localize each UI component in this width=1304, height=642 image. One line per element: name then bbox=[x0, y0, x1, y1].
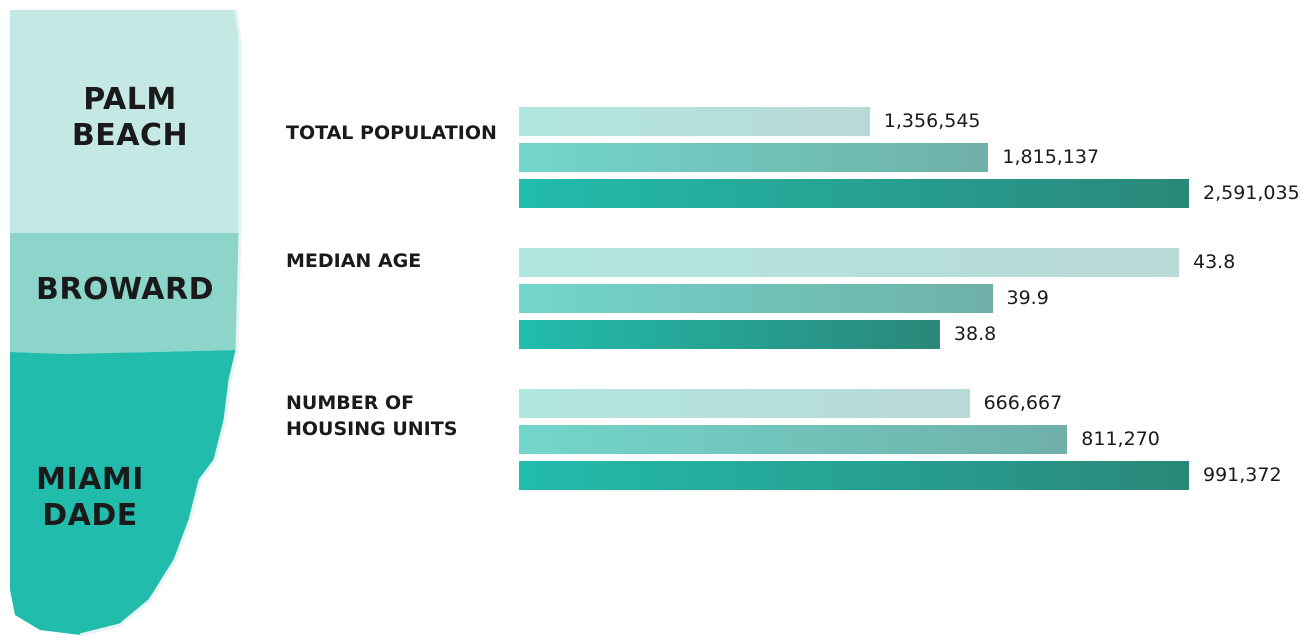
bar-value-label: 1,815,137 bbox=[1002, 146, 1100, 168]
miami-dade-county bbox=[10, 350, 237, 635]
bar-value-label: 2,591,035 bbox=[1203, 182, 1300, 204]
bar-value-label: 811,270 bbox=[1081, 428, 1160, 450]
county-label-broward: BROWARD bbox=[20, 272, 230, 308]
bar bbox=[519, 320, 940, 349]
county-label-line: BEACH bbox=[71, 118, 189, 153]
group-label-line: TOTAL POPULATION bbox=[286, 122, 497, 144]
county-label-line: BROWARD bbox=[36, 272, 214, 307]
county-label-line: PALM bbox=[83, 82, 177, 117]
palm-beach-county bbox=[10, 10, 240, 233]
group-label-line: NUMBER OF bbox=[286, 392, 415, 414]
coastline bbox=[79, 9, 242, 637]
county-label-miami-dade: MIAMI DADE bbox=[20, 462, 160, 534]
bar bbox=[519, 179, 1189, 208]
bar bbox=[519, 284, 993, 313]
county-label-line: MIAMI bbox=[36, 462, 144, 497]
group-label-line: HOUSING UNITS bbox=[286, 418, 458, 440]
bar bbox=[519, 461, 1189, 490]
bar-value-label: 1,356,545 bbox=[883, 110, 981, 132]
county-label-palm-beach: PALM BEACH bbox=[30, 82, 230, 154]
group-label-median-age: MEDIAN AGE bbox=[286, 248, 421, 274]
bar bbox=[519, 143, 989, 172]
south-florida-map bbox=[10, 9, 242, 637]
broward-county bbox=[10, 233, 240, 354]
bar bbox=[519, 248, 1179, 277]
county-label-line: DADE bbox=[42, 498, 138, 533]
bar bbox=[519, 107, 870, 136]
bar-value-label: 38.8 bbox=[953, 323, 997, 345]
bar-value-label: 39.9 bbox=[1006, 287, 1049, 309]
group-label-total-population: TOTAL POPULATION bbox=[286, 120, 497, 146]
group-label-line: MEDIAN AGE bbox=[286, 250, 422, 272]
bar-value-label: 666,667 bbox=[983, 392, 1063, 414]
bar bbox=[519, 389, 970, 418]
bar-value-label: 43.8 bbox=[1193, 251, 1236, 273]
group-label-housing-units: NUMBER OF HOUSING UNITS bbox=[286, 390, 457, 442]
bar-value-label: 991,372 bbox=[1203, 464, 1282, 486]
bar bbox=[519, 425, 1068, 454]
